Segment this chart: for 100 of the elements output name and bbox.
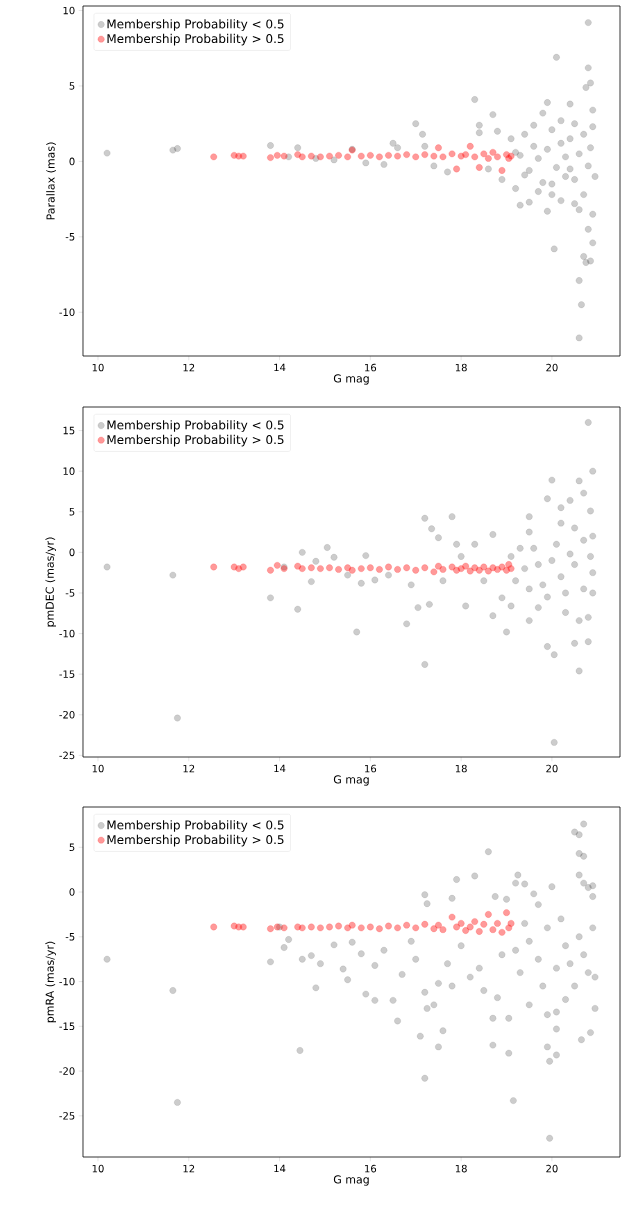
point bbox=[480, 563, 488, 571]
point bbox=[239, 563, 247, 571]
point bbox=[235, 923, 243, 931]
point bbox=[466, 567, 474, 575]
point bbox=[394, 924, 401, 932]
point bbox=[494, 153, 501, 161]
point bbox=[489, 148, 497, 156]
point bbox=[507, 919, 515, 927]
y-tick-label: -10 bbox=[59, 977, 75, 986]
x-tick-label: 10 bbox=[92, 1164, 104, 1173]
y-tick-label: -20 bbox=[59, 710, 75, 719]
legend-label: Membership Probability > 0.5 bbox=[107, 33, 284, 46]
point bbox=[335, 922, 342, 930]
point bbox=[462, 562, 470, 570]
y-tick-label: -15 bbox=[59, 670, 75, 678]
point bbox=[498, 563, 506, 571]
point bbox=[484, 567, 492, 575]
x-tick-label: 20 bbox=[546, 764, 558, 773]
point bbox=[385, 151, 392, 159]
point bbox=[457, 565, 465, 572]
point bbox=[307, 564, 315, 572]
point bbox=[494, 566, 501, 573]
point bbox=[462, 927, 470, 934]
x-tick-label: 14 bbox=[274, 764, 286, 773]
point bbox=[430, 152, 438, 160]
point bbox=[294, 923, 302, 931]
point bbox=[307, 152, 315, 160]
point bbox=[335, 151, 342, 159]
point bbox=[366, 564, 374, 572]
x-tick-label: 18 bbox=[455, 764, 467, 773]
point bbox=[273, 151, 281, 159]
point bbox=[505, 561, 513, 568]
point bbox=[385, 922, 392, 930]
point bbox=[448, 913, 456, 921]
point bbox=[267, 925, 274, 933]
y-tick-label: 0 bbox=[69, 157, 75, 166]
y-tick-label: -25 bbox=[59, 1112, 75, 1120]
point bbox=[421, 564, 429, 572]
y-axis-title: pmRA (mas/yr) bbox=[45, 941, 56, 1023]
point bbox=[484, 154, 492, 162]
point bbox=[453, 566, 460, 574]
point bbox=[471, 918, 479, 925]
point bbox=[435, 144, 442, 152]
point bbox=[344, 153, 352, 161]
point bbox=[484, 911, 492, 918]
point bbox=[471, 153, 479, 161]
point bbox=[494, 919, 501, 927]
point bbox=[448, 150, 456, 158]
point bbox=[505, 924, 513, 932]
x-tick-label: 12 bbox=[183, 764, 195, 773]
point bbox=[307, 923, 315, 931]
x-tick-label: 20 bbox=[546, 1164, 558, 1173]
point bbox=[498, 167, 506, 174]
point bbox=[448, 563, 456, 571]
point bbox=[317, 924, 324, 932]
point bbox=[357, 565, 365, 572]
point bbox=[230, 151, 238, 159]
point bbox=[421, 151, 429, 158]
point bbox=[348, 566, 356, 574]
point bbox=[412, 153, 420, 161]
point bbox=[439, 566, 447, 573]
point bbox=[235, 152, 243, 160]
x-tick-label: 18 bbox=[455, 363, 467, 372]
legend-label: Membership Probability < 0.5 bbox=[107, 820, 284, 832]
point bbox=[376, 925, 383, 933]
point bbox=[335, 566, 342, 573]
point bbox=[403, 151, 411, 158]
x-tick-label: 20 bbox=[546, 363, 558, 372]
point bbox=[298, 565, 306, 572]
point bbox=[273, 561, 281, 569]
point bbox=[412, 566, 420, 574]
legend-label: Membership Probability < 0.5 bbox=[107, 420, 284, 432]
point bbox=[475, 928, 483, 935]
point bbox=[298, 153, 306, 161]
y-tick-label: 0 bbox=[69, 548, 75, 557]
point bbox=[421, 920, 429, 928]
point bbox=[480, 920, 488, 928]
legend-label: Membership Probability < 0.5 bbox=[107, 19, 284, 31]
point bbox=[230, 563, 238, 571]
point bbox=[453, 923, 460, 931]
point bbox=[475, 164, 483, 171]
x-tick-label: 12 bbox=[183, 1164, 195, 1173]
point bbox=[435, 921, 442, 929]
y-tick-label: -5 bbox=[65, 589, 75, 597]
x-axis-title: G mag bbox=[333, 775, 369, 786]
y-tick-label: -10 bbox=[59, 629, 75, 638]
point bbox=[439, 926, 447, 934]
point bbox=[394, 152, 401, 160]
y-tick-label: -25 bbox=[59, 751, 75, 760]
point bbox=[230, 922, 238, 930]
point bbox=[366, 151, 374, 159]
point bbox=[466, 142, 474, 150]
point bbox=[475, 566, 483, 574]
point bbox=[267, 566, 274, 574]
point bbox=[462, 151, 470, 158]
point bbox=[471, 564, 479, 572]
x-tick-label: 12 bbox=[183, 363, 195, 372]
point bbox=[298, 924, 306, 932]
point bbox=[235, 565, 243, 572]
y-axis-title: Parallax (mas) bbox=[46, 142, 56, 220]
